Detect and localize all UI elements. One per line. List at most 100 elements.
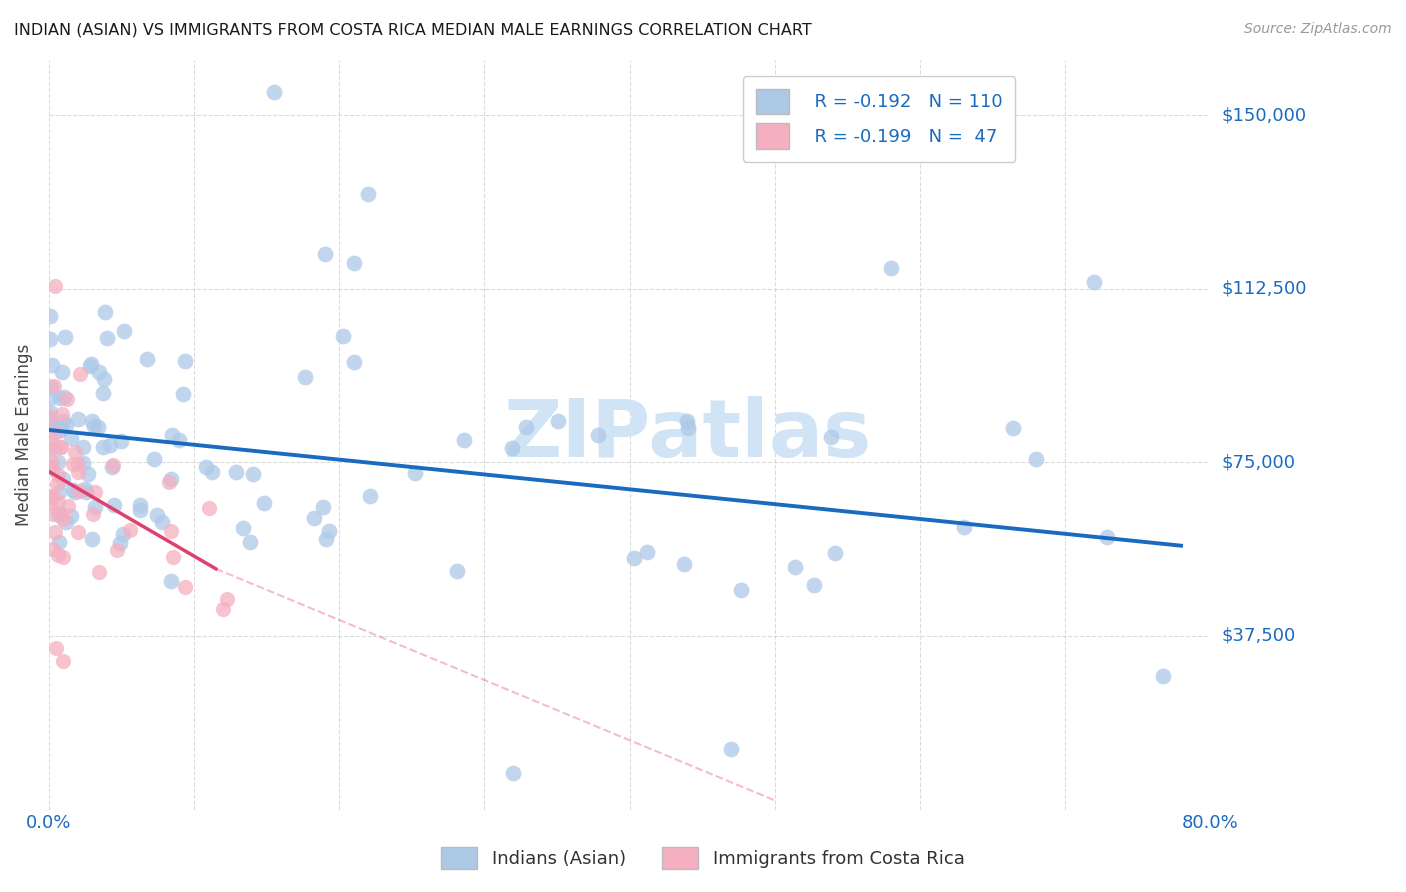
Point (110, 434, 132, 448)
Point (60, 508, 83, 523)
Point (636, 545, 658, 559)
Point (143, 451, 166, 466)
Text: $37,500: $37,500 (1222, 627, 1295, 645)
Point (547, 414, 569, 428)
Point (315, 532, 337, 546)
Point (41, 461, 63, 475)
Point (880, 260, 903, 275)
Point (49, 422, 72, 436)
Legend:   R = -0.192   N = 110,   R = -0.199   N =  47: R = -0.192 N = 110, R = -0.199 N = 47 (744, 76, 1015, 161)
Point (263, 85, 285, 99)
Point (84, 484, 107, 499)
Point (39, 489, 62, 503)
Point (96, 331, 118, 345)
Point (94, 305, 117, 319)
Point (69, 367, 91, 381)
Point (42, 490, 65, 504)
Point (128, 503, 150, 517)
Point (48, 423, 70, 437)
Point (135, 351, 157, 366)
Point (46, 548, 69, 562)
Point (55, 515, 77, 529)
Point (294, 369, 316, 384)
Point (48, 506, 70, 520)
Point (150, 515, 173, 529)
Point (129, 499, 152, 513)
Point (59, 431, 82, 445)
Point (42, 421, 65, 435)
Point (62, 483, 84, 497)
Point (201, 466, 224, 480)
Point (66, 412, 89, 426)
Point (720, 742, 742, 756)
Point (446, 564, 468, 578)
Point (52, 550, 75, 565)
Point (87, 419, 110, 434)
Point (103, 498, 125, 512)
Point (48, 484, 70, 499)
Point (44, 525, 66, 540)
Point (66, 465, 89, 479)
Point (72, 440, 94, 454)
Point (39, 309, 62, 323)
Point (404, 467, 426, 481)
Point (453, 433, 475, 447)
Point (232, 521, 254, 535)
Y-axis label: Median Male Earnings: Median Male Earnings (15, 343, 32, 525)
Point (39, 435, 62, 450)
Text: $75,000: $75,000 (1222, 453, 1295, 471)
Point (91, 440, 114, 454)
Point (803, 578, 825, 592)
Point (46, 476, 69, 491)
Point (83, 418, 105, 433)
Point (49, 440, 72, 454)
Point (676, 421, 699, 435)
Point (120, 523, 142, 537)
Point (39, 413, 62, 427)
Point (41, 359, 63, 373)
Point (112, 324, 135, 338)
Point (53, 330, 76, 344)
Point (87, 565, 110, 579)
Point (39, 459, 62, 474)
Point (80, 414, 103, 428)
Point (174, 353, 197, 368)
Point (39, 405, 62, 419)
Point (169, 433, 191, 447)
Point (51, 408, 73, 422)
Point (72, 456, 94, 470)
Point (75, 484, 97, 499)
Point (146, 508, 169, 522)
Text: $150,000: $150,000 (1222, 106, 1306, 124)
Point (953, 519, 976, 533)
Legend: Indians (Asian), Immigrants from Costa Rica: Indians (Asian), Immigrants from Costa R… (433, 838, 973, 879)
Point (49, 507, 72, 521)
Point (159, 574, 181, 588)
Point (515, 420, 537, 434)
Point (82, 533, 104, 547)
Point (42, 507, 65, 521)
Point (343, 256, 366, 270)
Point (53, 391, 76, 405)
Point (48, 535, 70, 549)
Point (93, 372, 115, 386)
Point (101, 458, 124, 473)
Point (359, 489, 381, 503)
Point (105, 543, 128, 558)
Point (67, 483, 90, 498)
Point (91, 386, 114, 401)
Point (318, 524, 340, 538)
Point (1025, 452, 1047, 467)
Point (41, 455, 63, 469)
Point (1083, 275, 1105, 289)
Point (157, 475, 180, 489)
Point (820, 430, 842, 444)
Point (623, 551, 645, 566)
Point (314, 247, 336, 261)
Point (824, 546, 846, 560)
Point (357, 186, 380, 201)
Point (87, 365, 110, 379)
Point (82, 507, 104, 521)
Point (42, 541, 65, 556)
Point (48, 391, 70, 405)
